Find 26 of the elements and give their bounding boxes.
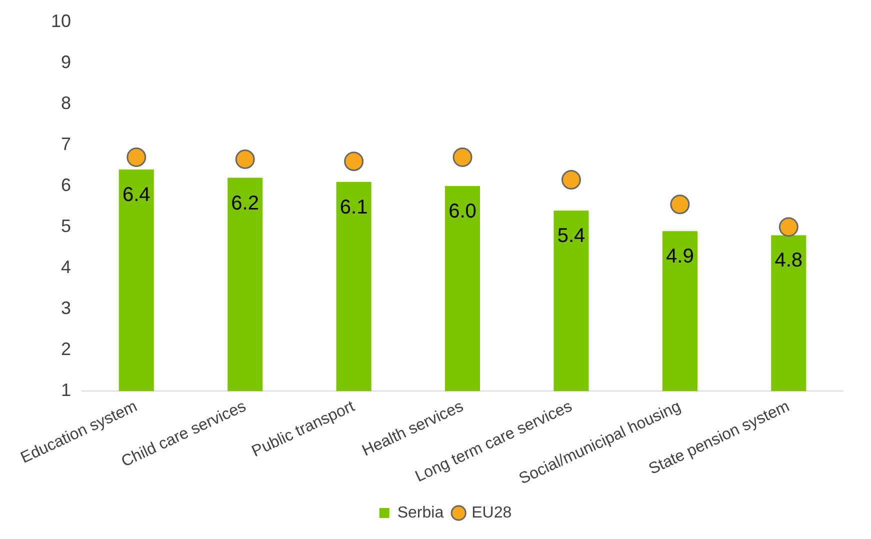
point: [561, 170, 581, 190]
y-tick-label: 1: [61, 380, 72, 400]
y-tick-label: 3: [61, 298, 72, 318]
y-tick-label: 2: [61, 339, 72, 360]
y-tick-label: 5: [61, 216, 72, 236]
y-tick-label: 7: [61, 134, 72, 154]
y-tick-label: 8: [61, 92, 72, 113]
point: [344, 152, 364, 172]
data-label: 4.9: [666, 246, 694, 268]
point: [235, 150, 255, 170]
data-label: 6.0: [448, 200, 476, 222]
data-label: 6.4: [122, 184, 150, 206]
y-tick-label: 6: [61, 174, 72, 195]
data-label: 6.1: [340, 196, 368, 218]
legend-label: EU28: [472, 504, 512, 522]
y-tick-label: 9: [61, 52, 72, 72]
data-label: 6.2: [231, 192, 259, 214]
point: [778, 217, 798, 237]
data-label: 5.4: [557, 225, 586, 248]
data-label: 4.8: [774, 250, 803, 272]
y-tick-label: 4: [61, 257, 72, 278]
point: [452, 147, 472, 167]
legend-label: Serbia: [397, 504, 444, 522]
point: [670, 194, 690, 214]
point: [126, 147, 146, 167]
y-tick-label: 10: [50, 10, 72, 31]
